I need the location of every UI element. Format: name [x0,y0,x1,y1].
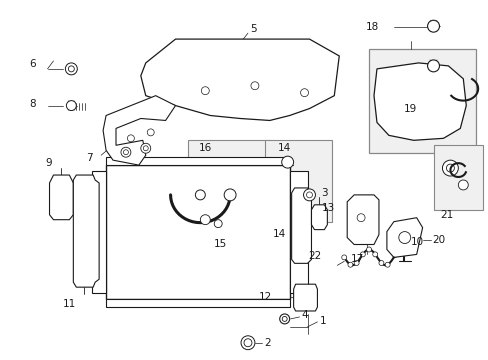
Polygon shape [346,195,378,244]
Circle shape [457,180,468,190]
Text: 19: 19 [403,104,416,113]
Polygon shape [293,284,317,311]
Bar [106,165,289,299]
Circle shape [442,160,457,176]
Text: 18: 18 [365,22,378,32]
Circle shape [214,220,222,228]
Text: 11: 11 [62,299,76,309]
Text: 16: 16 [198,143,211,153]
Text: 21: 21 [439,210,452,220]
Circle shape [282,316,286,321]
Text: 7: 7 [86,153,93,163]
Circle shape [366,247,371,252]
Circle shape [427,20,439,32]
Text: 13: 13 [321,203,334,213]
Polygon shape [103,96,175,165]
Text: 2: 2 [264,338,270,348]
Bar [188,140,269,235]
Text: 10: 10 [410,237,423,247]
Circle shape [281,156,293,168]
Bar [106,157,289,165]
Circle shape [123,150,128,155]
Circle shape [244,339,251,347]
Circle shape [360,252,365,257]
Polygon shape [373,63,466,140]
Text: 3: 3 [321,188,327,198]
Circle shape [68,66,74,72]
Polygon shape [73,175,99,287]
Bar [289,171,307,293]
Text: 15: 15 [213,239,226,249]
Circle shape [200,215,210,225]
Circle shape [279,314,289,324]
Bar [368,49,475,153]
Text: 14: 14 [277,143,290,153]
Text: 9: 9 [45,158,52,168]
Circle shape [341,255,346,260]
Polygon shape [311,205,326,230]
Polygon shape [49,175,73,220]
Circle shape [201,87,209,95]
Text: 1: 1 [319,316,325,326]
Circle shape [143,146,148,151]
Circle shape [356,214,365,222]
Circle shape [121,147,131,157]
Circle shape [147,129,154,136]
Circle shape [66,100,76,111]
Circle shape [65,63,77,75]
Text: 20: 20 [432,234,445,244]
Circle shape [347,262,352,267]
Circle shape [385,262,389,267]
Text: 5: 5 [249,24,256,34]
Circle shape [378,261,383,265]
Bar [106,299,289,307]
Circle shape [353,261,358,265]
Text: 8: 8 [29,99,36,109]
Text: 22: 22 [307,251,321,261]
Circle shape [372,252,377,257]
Text: 6: 6 [29,59,36,69]
Bar [264,140,332,222]
Circle shape [300,89,308,96]
Text: 12: 12 [258,292,271,302]
Circle shape [303,189,315,201]
Circle shape [306,192,312,198]
Circle shape [224,189,236,201]
Circle shape [127,135,134,142]
Bar [92,171,106,293]
Circle shape [250,82,258,90]
Polygon shape [386,218,422,257]
Circle shape [446,164,453,172]
Circle shape [241,336,254,350]
Text: 17: 17 [350,255,363,264]
Circle shape [398,231,410,243]
Circle shape [141,143,150,153]
Bar [433,145,482,210]
Circle shape [195,190,205,200]
Text: 4: 4 [301,310,307,320]
Text: 14: 14 [272,229,286,239]
Polygon shape [141,39,339,121]
Circle shape [427,60,439,72]
Polygon shape [291,188,311,264]
